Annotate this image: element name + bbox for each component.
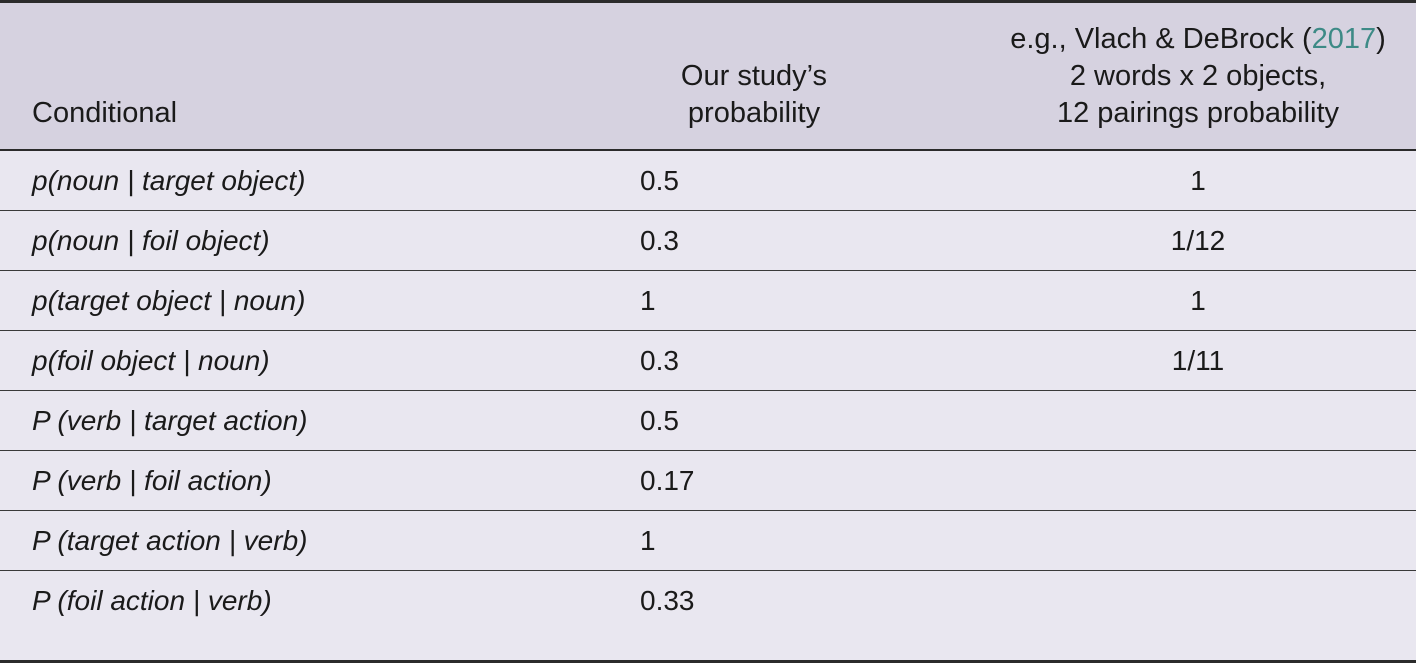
- table-row: P (target action | verb) 1: [0, 510, 1416, 571]
- table-row: p(foil object | noun) 0.3 1/11: [0, 330, 1416, 391]
- our-probability-cell: 0.5: [588, 150, 1008, 211]
- table-row: p(noun | foil object) 0.3 1/12: [0, 210, 1416, 271]
- reference-probability-cell: [1008, 390, 1416, 451]
- table-body: p(noun | target object) 0.5 1 p(noun | f…: [0, 150, 1416, 630]
- our-probability-cell: 1: [588, 270, 1008, 331]
- table-row: P (verb | foil action) 0.17: [0, 450, 1416, 511]
- conditional-cell: P (target action | verb): [0, 510, 588, 571]
- table-header: Conditional Our study’s probability e.g.…: [0, 3, 1416, 151]
- our-probability-cell: 0.3: [588, 210, 1008, 271]
- conditional-cell: p(noun | foil object): [0, 210, 588, 271]
- reference-probability-cell: [1008, 450, 1416, 511]
- reference-probability-cell: [1008, 510, 1416, 571]
- our-probability-cell: 0.5: [588, 390, 1008, 451]
- header-reference-prefix: e.g., Vlach & DeBrock (: [1010, 23, 1312, 55]
- header-reference-line3: 12 pairings probability: [1056, 97, 1340, 129]
- reference-probability-cell: 1: [1008, 150, 1416, 211]
- header-reference: e.g., Vlach & DeBrock (2017) 2 words x 2…: [1008, 3, 1416, 151]
- table-row: P (foil action | verb) 0.33: [0, 570, 1416, 630]
- conditional-cell: P (verb | target action): [0, 390, 588, 451]
- conditional-cell: P (verb | foil action): [0, 450, 588, 511]
- probability-table: Conditional Our study’s probability e.g.…: [0, 3, 1416, 630]
- our-probability-cell: 0.17: [588, 450, 1008, 511]
- table-row: P (verb | target action) 0.5: [0, 390, 1416, 451]
- table-row: p(noun | target object) 0.5 1: [0, 150, 1416, 211]
- our-probability-cell: 1: [588, 510, 1008, 571]
- header-conditional: Conditional: [0, 3, 588, 151]
- header-reference-suffix: ): [1376, 23, 1386, 55]
- our-probability-cell: 0.3: [588, 330, 1008, 391]
- citation-year-link[interactable]: 2017: [1311, 23, 1377, 55]
- table-row: p(target object | noun) 1 1: [0, 270, 1416, 331]
- reference-probability-cell: 1/11: [1008, 330, 1416, 391]
- reference-probability-cell: 1: [1008, 270, 1416, 331]
- header-row: Conditional Our study’s probability e.g.…: [0, 3, 1416, 151]
- header-reference-line2: 2 words x 2 objects,: [1069, 60, 1327, 92]
- conditional-cell: P (foil action | verb): [32, 585, 272, 617]
- conditional-cell: p(target object | noun): [0, 270, 588, 331]
- reference-probability-cell: 1/12: [1008, 210, 1416, 271]
- conditional-cell: p(foil object | noun): [0, 330, 588, 391]
- reference-probability-cell: [1008, 570, 1416, 630]
- header-reference-line1: e.g., Vlach & DeBrock (2017): [1010, 23, 1386, 55]
- header-our-study-line2: probability: [687, 97, 821, 129]
- header-conditional-label: Conditional: [32, 97, 178, 129]
- header-our-study: Our study’s probability: [588, 3, 1008, 151]
- our-probability-cell: 0.33: [640, 585, 695, 617]
- header-our-study-line1: Our study’s: [680, 60, 828, 92]
- conditional-cell: p(noun | target object): [0, 150, 588, 211]
